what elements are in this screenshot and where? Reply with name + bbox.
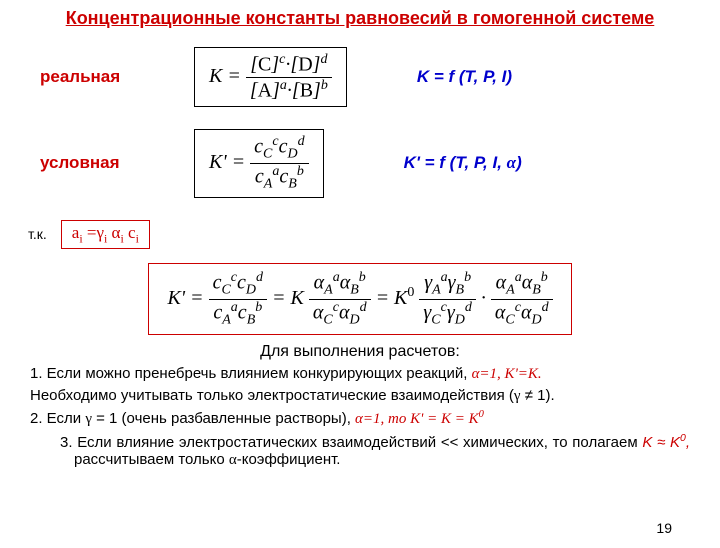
- para4: 3. Если влияние электростатических взаим…: [30, 432, 690, 469]
- subtitle: Для выполнения расчетов:: [0, 343, 720, 361]
- row-big-formula: K' = cCccDdcAacBb = K αAaαBbαCcαDd = K0 …: [0, 263, 720, 335]
- row-tk: т.к. ai =γi αi ci: [28, 220, 720, 249]
- page-title: Концентрационные константы равновесий в …: [0, 8, 720, 29]
- row1-rhs: K = f (T, P, I): [417, 67, 512, 87]
- tk-box: ai =γi αi ci: [61, 220, 150, 249]
- label-real: реальная: [40, 67, 160, 87]
- tk-label: т.к.: [28, 226, 47, 242]
- para2: Необходимо учитывать только электростати…: [30, 387, 690, 405]
- page-number: 19: [656, 520, 672, 536]
- big-formula-box: K' = cCccDdcAacBb = K αAaαBbαCcαDd = K0 …: [148, 263, 571, 335]
- row-conditional: условная K' = cCccDdcAacBb K' = f (T, P,…: [0, 129, 720, 197]
- para3: 2. Если γ = 1 (очень разбавленные раство…: [30, 409, 690, 428]
- row2-rhs: K' = f (T, P, I, α): [404, 153, 522, 173]
- label-conditional: условная: [40, 153, 160, 173]
- para1: 1. Если можно пренебречь влиянием конкур…: [30, 365, 690, 383]
- row-real: реальная K = [C]c·[D]d[A]a·[B]b K = f (T…: [0, 47, 720, 107]
- formula-Kprime-box: K' = cCccDdcAacBb: [194, 129, 324, 197]
- formula-K-box: K = [C]c·[D]d[A]a·[B]b: [194, 47, 347, 107]
